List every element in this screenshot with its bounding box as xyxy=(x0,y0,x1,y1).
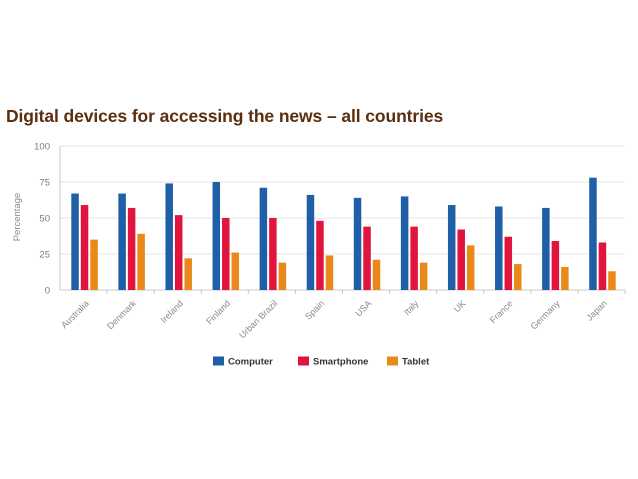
bar-computer-spain xyxy=(306,194,315,290)
legend-swatch-computer xyxy=(213,356,224,366)
bar-tablet-italy xyxy=(419,262,428,290)
bar-smartphone-france xyxy=(504,236,513,290)
bar-tablet-germany xyxy=(561,266,569,290)
legend-label-smartphone: Smartphone xyxy=(313,357,368,368)
bar-tablet-usa xyxy=(372,259,381,290)
bar-tablet-france xyxy=(514,264,522,290)
x-category-label: France xyxy=(488,298,515,325)
bar-computer-urban-brazil xyxy=(259,187,268,290)
y-tick-label: 50 xyxy=(39,214,50,225)
bar-computer-finland xyxy=(212,182,221,290)
bar-tablet-uk xyxy=(466,245,475,290)
bar-smartphone-spain xyxy=(316,220,324,290)
bar-computer-italy xyxy=(400,196,409,290)
bar-tablet-australia xyxy=(90,239,98,290)
legend: Computer Smartphone Tablet xyxy=(213,356,430,368)
x-category-label: UK xyxy=(452,298,468,314)
bar-smartphone-denmark xyxy=(127,207,136,290)
bar-computer-japan xyxy=(589,177,597,290)
y-tick-label: 100 xyxy=(34,142,50,153)
x-category-label: Germany xyxy=(529,298,563,332)
bar-tablet-ireland xyxy=(184,258,192,290)
gridlines xyxy=(60,145,625,255)
bar-smartphone-ireland xyxy=(174,215,183,290)
category-labels: Australia Denmark Ireland Finland Urban Braz… xyxy=(59,298,609,340)
x-category-label: Ireland xyxy=(159,298,186,325)
bar-computer-denmark xyxy=(118,193,126,290)
x-category-label: Finland xyxy=(204,298,232,326)
bar-tablet-japan xyxy=(608,271,616,290)
y-tick-label: 25 xyxy=(39,250,50,261)
bar-computer-france xyxy=(495,206,503,290)
y-tick-label: 75 xyxy=(39,178,50,189)
y-axis-label: Percentage xyxy=(12,193,23,242)
bar-computer-uk xyxy=(447,205,456,290)
x-category-label: Australia xyxy=(59,298,91,330)
bar-smartphone-italy xyxy=(410,226,418,290)
bar-smartphone-germany xyxy=(551,241,560,290)
legend-swatch-smartphone xyxy=(298,356,309,366)
bar-tablet-urban-brazil xyxy=(278,262,287,290)
bar-smartphone-urban-brazil xyxy=(269,218,277,290)
x-category-label: Denmark xyxy=(105,298,138,331)
chart-title: Digital devices for accessing the news –… xyxy=(6,106,444,126)
bar-computer-ireland xyxy=(165,183,173,290)
bar-computer-australia xyxy=(71,193,79,290)
bar-smartphone-finland xyxy=(222,218,230,290)
bar-computer-germany xyxy=(542,207,550,290)
x-category-label: Urban Brazil xyxy=(237,298,279,340)
x-category-label: Spain xyxy=(303,298,326,321)
bar-computer-usa xyxy=(353,197,362,290)
bar-tablet-spain xyxy=(325,255,334,290)
legend-label-tablet: Tablet xyxy=(402,357,430,368)
bar-smartphone-australia xyxy=(80,205,89,290)
bar-smartphone-japan xyxy=(598,242,607,290)
x-category-label: Japan xyxy=(584,298,608,322)
bar-smartphone-uk xyxy=(457,229,465,290)
legend-swatch-tablet xyxy=(387,356,398,366)
x-category-label: USA xyxy=(353,298,373,318)
axes: 0 25 50 75 100 xyxy=(34,142,626,297)
y-tick-label: 0 xyxy=(45,286,50,297)
bar-tablet-denmark xyxy=(137,233,145,290)
x-category-label: Italy xyxy=(402,298,421,317)
bar-smartphone-usa xyxy=(363,226,371,290)
bar-tablet-finland xyxy=(231,252,240,290)
legend-label-computer: Computer xyxy=(228,357,273,368)
bars xyxy=(71,177,616,290)
